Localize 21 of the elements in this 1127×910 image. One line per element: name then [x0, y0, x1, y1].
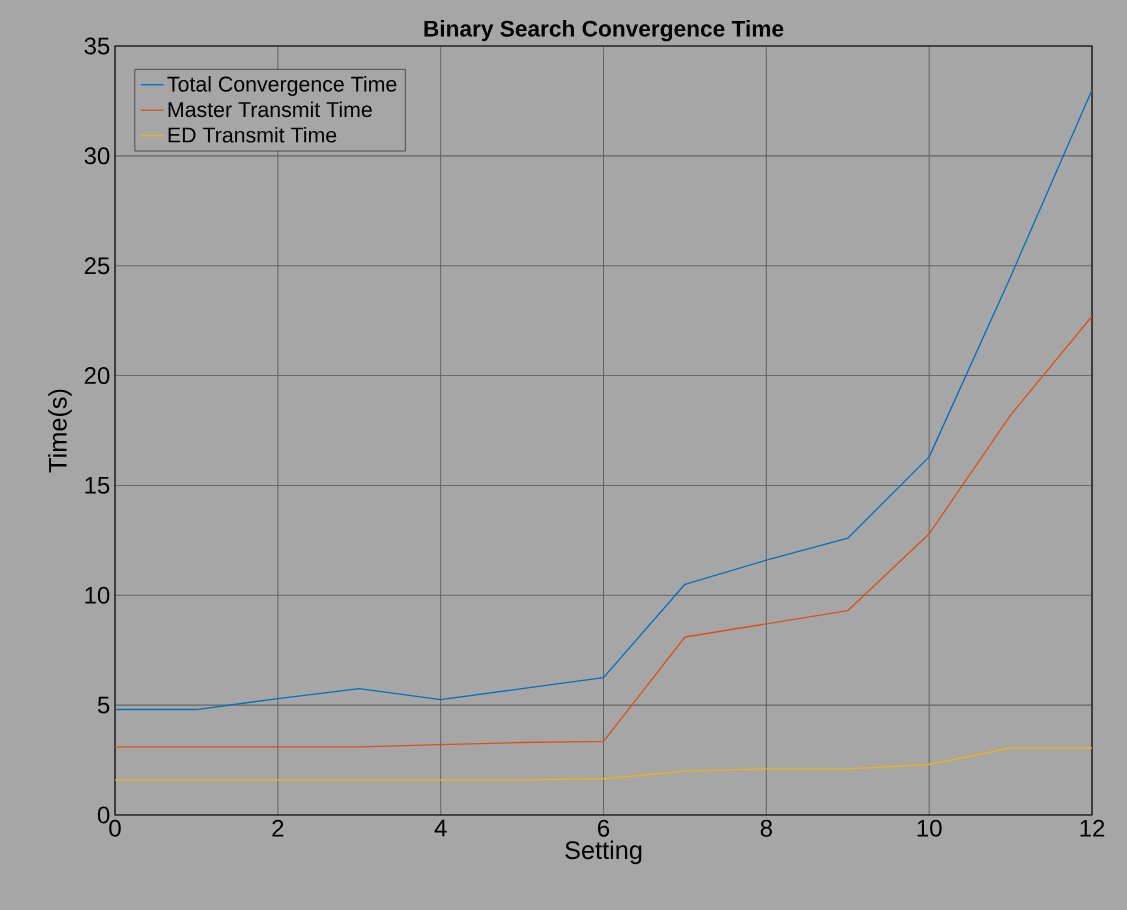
x-axis-title: Setting: [565, 840, 642, 865]
y-tick-label: 10: [85, 586, 110, 604]
legend-label: Master Transmit Time: [168, 101, 372, 118]
x-tick-label: 4: [434, 819, 447, 837]
y-tick-label: 0: [97, 806, 110, 824]
y-tick-label: 25: [84, 257, 110, 275]
legend-label: Total Convergence Time: [167, 76, 397, 96]
y-tick-label: 35: [84, 37, 110, 55]
legend-label: ED Transmit Time: [168, 126, 337, 143]
chart-title: Binary Search Convergence Time: [424, 20, 784, 42]
x-tick-label: 8: [760, 819, 772, 837]
x-tick-label: 6: [598, 819, 610, 837]
y-tick-label: 20: [84, 367, 110, 385]
x-tick-label: 0: [109, 819, 121, 837]
x-tick-label: 10: [917, 819, 942, 837]
y-tick-label: 15: [85, 477, 110, 494]
y-tick-label: 30: [84, 147, 110, 165]
y-tick-label: 5: [97, 696, 110, 714]
x-tick-label: 12: [1080, 819, 1105, 837]
x-tick-label: 2: [272, 819, 284, 837]
y-axis-title: Time(s): [48, 389, 72, 473]
